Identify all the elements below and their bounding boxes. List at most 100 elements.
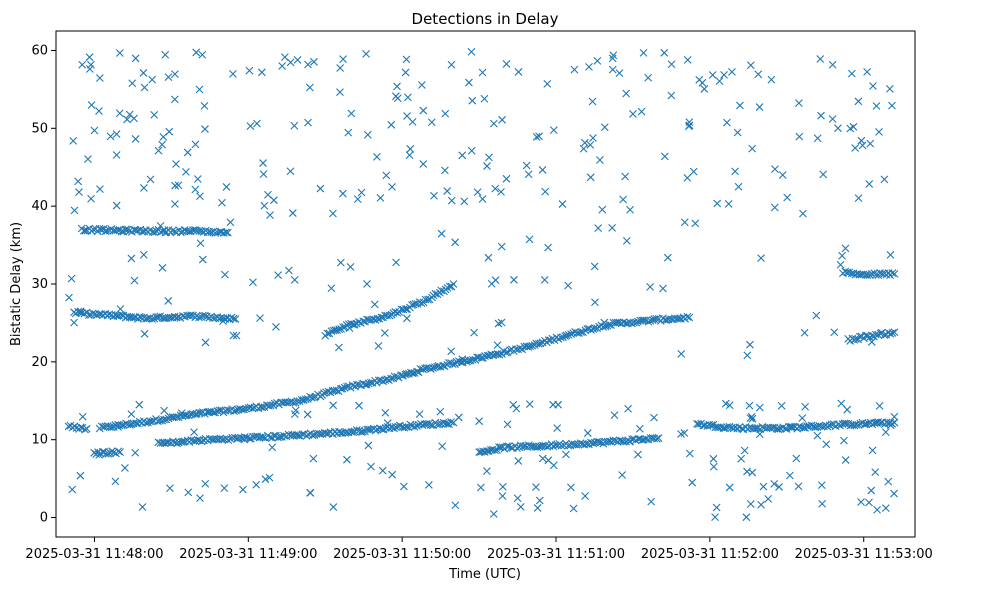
detection-point xyxy=(867,486,876,495)
detection-point xyxy=(419,160,428,168)
x-tick-label: 2025-03-31 11:53:00 xyxy=(795,547,933,562)
detection-point xyxy=(619,437,628,446)
detection-point xyxy=(541,187,550,196)
detection-point xyxy=(370,300,379,309)
detection-point xyxy=(589,439,597,448)
detection-point xyxy=(600,318,609,327)
detection-point xyxy=(424,481,433,489)
detection-point xyxy=(211,229,220,237)
detection-point xyxy=(231,315,240,323)
detection-point xyxy=(441,109,450,118)
detection-point xyxy=(82,424,91,433)
detection-point xyxy=(401,305,410,313)
detection-point xyxy=(253,119,261,128)
detection-point xyxy=(619,195,628,204)
detection-point xyxy=(440,362,449,371)
detection-point xyxy=(567,330,575,339)
detection-point xyxy=(377,313,386,322)
detection-point xyxy=(285,266,293,275)
detection-point xyxy=(127,254,136,263)
detection-point xyxy=(576,439,585,448)
detection-point xyxy=(256,314,264,322)
detection-point xyxy=(265,473,274,482)
detection-point xyxy=(81,226,90,235)
detection-point xyxy=(430,191,438,200)
detection-point xyxy=(448,360,457,369)
detection-point xyxy=(283,398,292,407)
detection-point xyxy=(869,82,877,90)
detection-point xyxy=(619,318,628,327)
detection-point xyxy=(158,263,167,272)
detection-point xyxy=(525,235,534,244)
detection-point xyxy=(570,65,579,74)
detection-point xyxy=(862,331,870,340)
detection-point xyxy=(875,127,883,136)
detection-point xyxy=(497,242,506,251)
detection-point xyxy=(535,496,544,505)
detection-point xyxy=(393,94,402,103)
detection-point xyxy=(890,269,899,278)
detection-point xyxy=(781,424,789,433)
detection-point xyxy=(843,405,852,414)
detection-point xyxy=(107,225,116,233)
detection-point xyxy=(380,329,389,337)
detection-point xyxy=(885,84,894,93)
detection-point xyxy=(516,502,525,511)
detection-point xyxy=(798,414,807,422)
detection-point xyxy=(358,427,367,436)
detection-point xyxy=(847,69,856,78)
detection-point xyxy=(817,481,826,490)
detection-point xyxy=(478,195,487,203)
detection-point xyxy=(347,427,356,436)
detection-point xyxy=(871,468,880,477)
detection-point xyxy=(290,121,299,130)
detection-point xyxy=(123,115,132,124)
y-tick-label: 50 xyxy=(31,121,48,136)
detection-point xyxy=(350,427,359,436)
detection-point xyxy=(737,454,746,463)
detection-point xyxy=(464,78,473,87)
detection-point xyxy=(755,403,764,412)
detection-point xyxy=(498,482,507,491)
detection-point xyxy=(363,130,372,139)
detection-point xyxy=(95,74,104,82)
detection-point xyxy=(184,488,193,497)
detection-point xyxy=(278,62,287,70)
detection-point xyxy=(736,101,744,110)
detection-point xyxy=(323,329,332,338)
detection-point xyxy=(746,61,755,70)
detection-point xyxy=(755,103,764,111)
detection-point xyxy=(364,441,373,450)
detection-point xyxy=(223,228,232,237)
detection-point xyxy=(633,317,642,326)
detection-point xyxy=(590,324,599,332)
detection-point xyxy=(866,139,875,148)
detection-point xyxy=(111,477,120,486)
detection-point xyxy=(229,69,237,78)
detection-point xyxy=(801,402,810,411)
detection-point xyxy=(484,447,493,456)
detection-point xyxy=(383,419,392,428)
detection-point xyxy=(232,331,241,340)
detection-point xyxy=(842,419,851,428)
detection-point xyxy=(229,331,238,340)
detection-point xyxy=(81,425,89,434)
detection-point xyxy=(443,419,452,428)
detection-point xyxy=(495,443,503,452)
detection-point xyxy=(467,146,476,155)
detection-point xyxy=(192,48,201,57)
detection-point xyxy=(418,421,427,430)
detection-point xyxy=(80,309,89,318)
detection-point xyxy=(301,395,310,404)
detection-point xyxy=(161,50,170,59)
detection-point xyxy=(567,483,575,492)
detection-point xyxy=(343,455,351,464)
detection-point xyxy=(200,102,209,110)
detection-point xyxy=(112,130,121,139)
detection-point xyxy=(532,132,541,141)
detection-point xyxy=(890,412,899,421)
detection-point xyxy=(712,503,721,512)
detection-point xyxy=(662,316,671,325)
detection-point xyxy=(168,226,177,235)
detection-point xyxy=(280,431,288,440)
